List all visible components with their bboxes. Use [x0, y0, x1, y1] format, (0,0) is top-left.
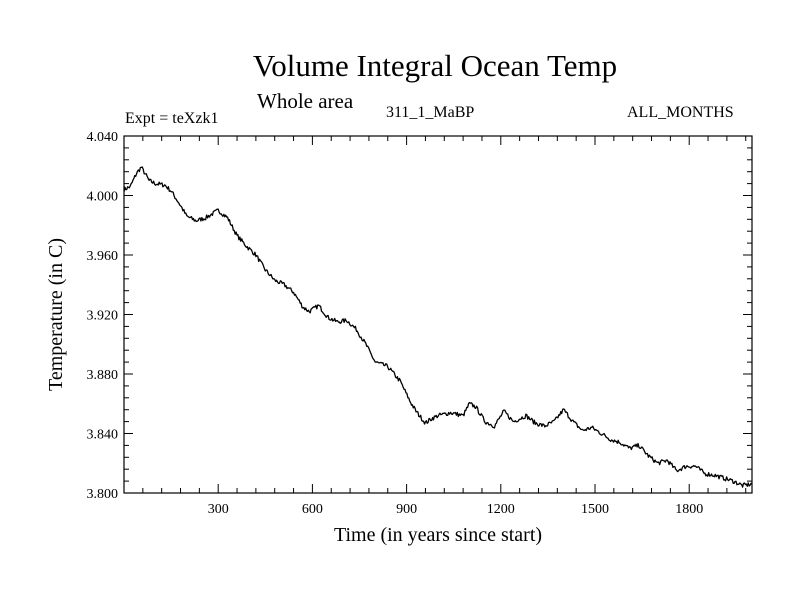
- x-tick-label: 1200: [487, 502, 515, 517]
- y-tick-label: 3.800: [87, 487, 119, 502]
- case-label: 311_1_MaBP: [386, 104, 475, 121]
- chart-subtitle: Whole area: [257, 89, 354, 113]
- y-axis-label: Temperature (in C): [45, 238, 67, 391]
- y-tick-label: 4.000: [87, 190, 119, 205]
- x-tick-label: 300: [208, 502, 229, 517]
- y-tick-label: 4.040: [87, 130, 119, 145]
- y-tick-label: 3.840: [87, 428, 119, 443]
- x-tick-label: 1800: [675, 502, 703, 517]
- plot-area-frame: [123, 135, 753, 494]
- x-tick-label: 900: [396, 502, 417, 517]
- x-tick-label: 1500: [581, 502, 609, 517]
- y-tick-label: 3.880: [87, 368, 119, 383]
- months-label: ALL_MONTHS: [627, 104, 734, 121]
- y-tick-label: 3.960: [87, 249, 119, 264]
- chart-title: Volume Integral Ocean Temp: [252, 48, 618, 83]
- experiment-label: Expt = teXzk1: [125, 110, 219, 127]
- x-tick-label: 600: [302, 502, 323, 517]
- x-axis-label: Time (in years since start): [334, 524, 542, 546]
- y-tick-label: 3.920: [87, 309, 119, 324]
- temperature-series-line: [123, 166, 753, 488]
